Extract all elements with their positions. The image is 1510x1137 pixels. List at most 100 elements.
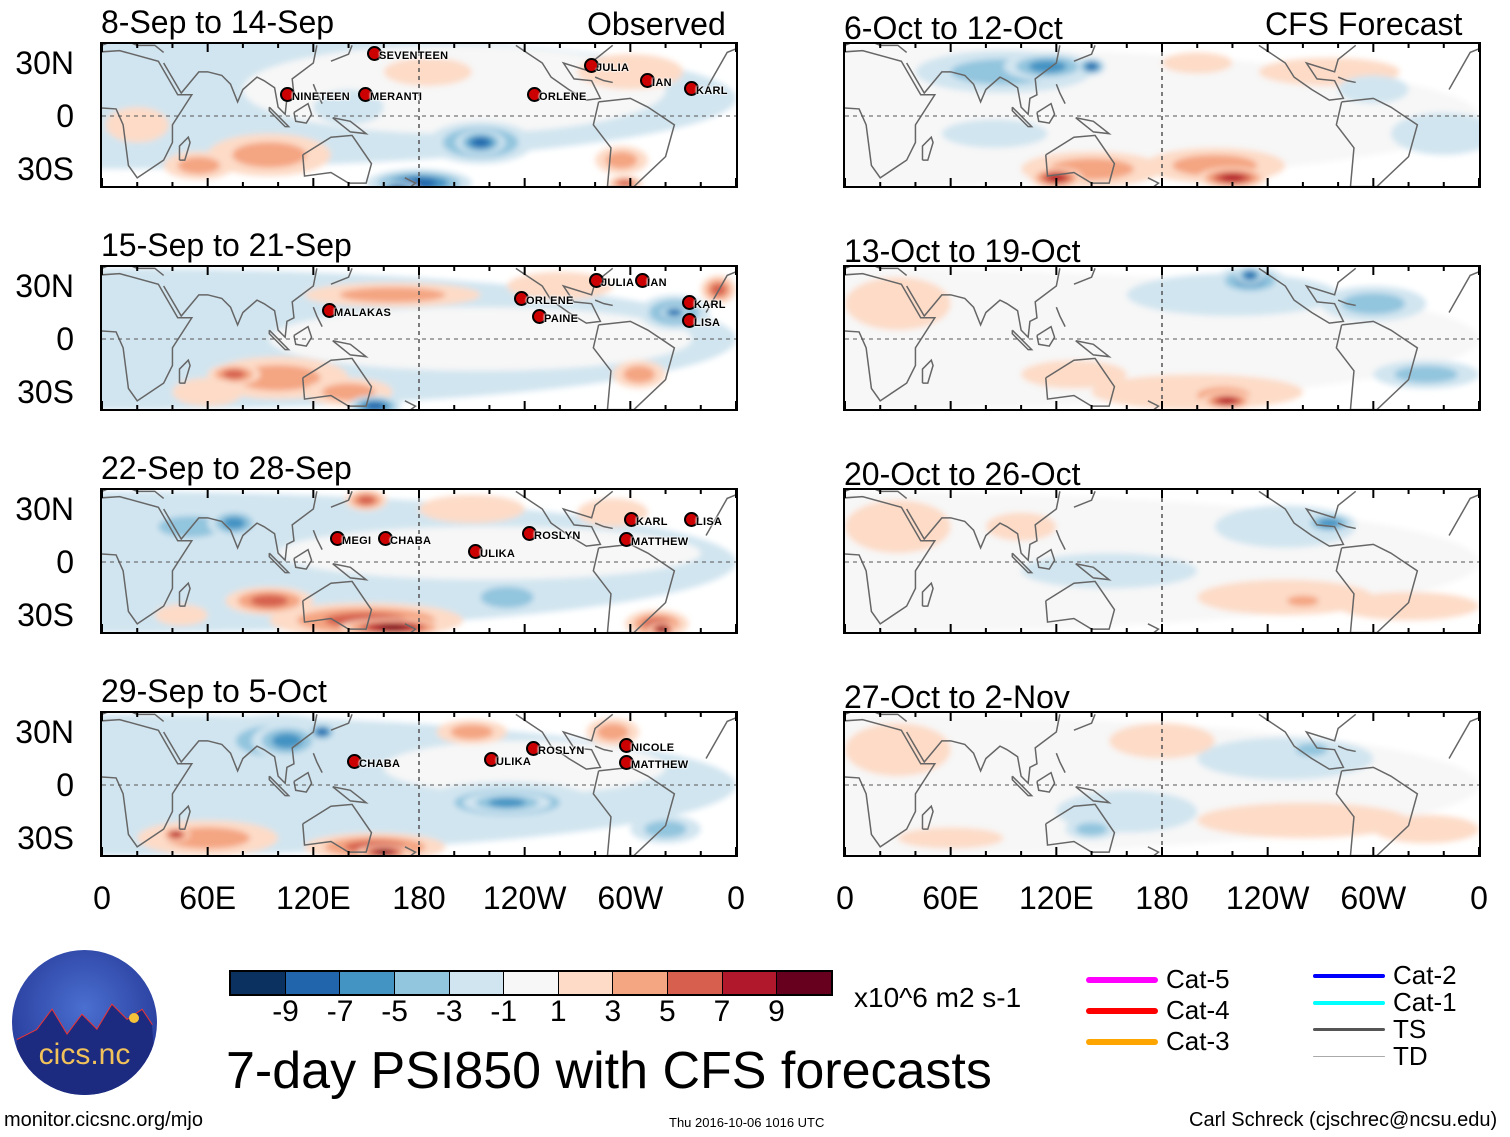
storm-label: ULIKA [496,756,532,768]
coastline [1258,267,1357,324]
coastline [705,494,736,536]
coastline [1337,522,1356,530]
legend-item: TS [1313,1014,1457,1044]
lon-label: 120W [1225,880,1310,916]
anomaly-contour [1086,63,1097,70]
coastline [1147,400,1160,409]
coastline [705,717,736,759]
hurricane-icon [378,531,393,546]
lon-label: 60E [179,880,237,916]
hurricane-icon [589,273,604,288]
panel-title: 20-Oct to 26-Oct [844,456,1081,492]
coastline [905,268,1061,339]
panel-title: 13-Oct to 19-Oct [844,233,1081,269]
colorbar-label: -1 [490,995,518,1028]
lat-label: 30S [17,374,74,410]
coastline [1055,306,1066,327]
coastline [178,581,191,607]
coastline [594,299,613,307]
coastline [1055,529,1066,550]
forecast-label: CFS Forecast [1265,6,1463,42]
lon-label: 0 [836,880,854,916]
coastline [293,102,313,124]
anomaly-contour [596,723,629,741]
legend-item: Cat-1 [1313,987,1457,1017]
hurricane-icon [280,87,295,102]
anomaly-contour [154,604,208,626]
coastline [845,495,937,625]
anomaly-contour [1394,365,1458,383]
map-panel [843,711,1481,857]
coastline [1335,320,1419,409]
anomaly-contour [1162,52,1233,74]
hurricane-icon [484,752,499,767]
panel-title: 29-Sep to 5-Oct [101,673,327,709]
coastline [1147,177,1160,186]
colorbar-swatch [722,972,778,994]
coastline [102,495,194,625]
map-panel [843,42,1481,188]
lat-label: 30N [15,714,74,750]
lon-label: 120W [482,880,567,916]
coastline [592,766,676,855]
anomaly-contour [383,740,666,794]
storm-label: KARL [636,516,668,528]
coastline [332,340,369,358]
storm-label: MATTHEW [631,536,689,548]
panel-title: 15-Sep to 21-Sep [101,227,352,263]
lon-label: 0 [93,880,111,916]
hurricane-icon [584,58,599,73]
coastline [268,775,291,797]
map-panel: MEGI CHABA ULIKA ROSLYN KARL MATTHEW LISA [100,488,738,634]
hurricane-icon [684,81,699,96]
colorbar-swatch [340,972,395,994]
anomaly-contour [105,107,169,143]
lat-label: 0 [56,98,74,134]
anomaly-contour [357,495,376,505]
coastline [1055,752,1066,773]
anomaly-contour [1197,737,1374,780]
anomaly-contour [1126,273,1339,317]
anomaly-contour [669,310,680,315]
hurricane-icon [684,512,699,527]
lon-label: 120E [1018,880,1094,916]
observed-label: Observed [587,6,726,42]
anomaly-contour [941,119,1048,148]
hurricane-icon [532,309,547,324]
hurricane-icon [468,544,483,559]
anomaly-contour [1021,553,1198,589]
footer-credit: Carl Schreck (cjschrec@ncsu.edu) [1189,1109,1498,1131]
anomaly-contour [1245,272,1255,279]
footer-url[interactable]: monitor.cicsnc.org/mjo [4,1109,203,1131]
anomaly-contour [644,820,687,838]
coastline [1011,106,1034,128]
anomaly-contour [271,733,303,749]
coastline [1045,580,1116,630]
storm-label: SEVENTEEN [379,50,449,62]
legend-item: Cat-4 [1086,995,1230,1026]
colorbar-swatch [231,972,286,994]
legend-hurricane-categories: Cat-5 Cat-4 Cat-3 [1086,964,1230,1057]
coastline [592,320,676,409]
coastline [1055,83,1066,104]
map-panel [843,488,1481,634]
colorbar-label: 5 [659,995,676,1028]
anomaly-contour [1075,822,1108,836]
coastline [312,529,323,550]
coastline [102,272,194,402]
coastline [921,804,934,830]
coastline [404,623,417,632]
coastline [1075,563,1112,581]
storm-label: ULIKA [480,548,516,560]
colorbar-label: 7 [713,995,731,1028]
anomaly-contour [171,832,181,837]
coastline [592,97,676,186]
storm-label: ORLENE [526,295,574,307]
coastline [1011,775,1034,797]
storm-label: LISA [694,317,721,329]
coastline [332,563,369,581]
coastline [592,543,676,632]
hurricane-icon [514,291,529,306]
coastline [1011,329,1034,351]
coastline [162,491,318,562]
